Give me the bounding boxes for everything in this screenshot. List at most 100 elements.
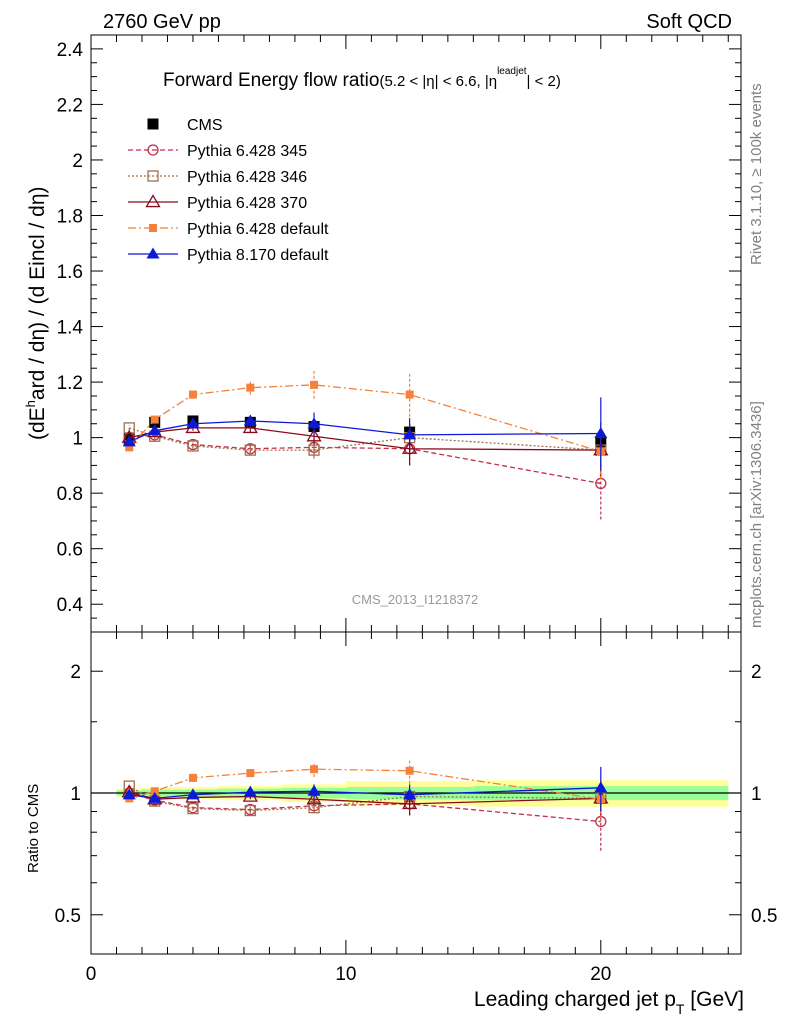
data-point [308, 444, 320, 456]
main-ylabel-a: (dE [26, 407, 49, 440]
legend-marker [147, 118, 159, 130]
main-plot-area [121, 370, 609, 520]
legend-marker [145, 194, 161, 208]
y-tick-label: 2.2 [57, 95, 83, 116]
ratio-data-point [122, 788, 136, 800]
ratio-ticks: 0 10 20 0.5 0.5 1 1 2 2 [55, 632, 777, 985]
legend-entry: Pythia 8.170 default [128, 247, 329, 264]
x-tick-label: 10 [335, 964, 356, 985]
x-axis-label: Leading charged jet pT [GeV] [474, 988, 744, 1017]
data-point [310, 380, 319, 389]
series-5 [122, 397, 608, 470]
data-point [403, 428, 417, 440]
y-tick-label: 2.4 [57, 40, 84, 61]
main-ylabel-c: incl / dη) [26, 186, 49, 265]
main-title: Forward Energy flow ratio(5.2 < |η| < 6.… [163, 66, 561, 91]
legend: CMS Pythia 6.428 345 Pythia 6.428 346 Pythi… [128, 117, 329, 264]
legend-label: Pythia 6.428 default [187, 221, 329, 238]
main-title-cut: (5.2 < |η| < 6.6, |η [379, 73, 497, 90]
ratio-data-point [306, 791, 322, 805]
legend-label: Pythia 6.428 346 [187, 169, 307, 186]
rivet-label: Rivet 3.1.10, ≥ 100k events [748, 83, 765, 265]
ratio-data-point [244, 804, 256, 817]
ratio-data-point [310, 765, 319, 774]
main-ylabel-sup: h [23, 400, 38, 407]
legend-marker [147, 144, 159, 156]
mcplots-label: mcplots.cern.ch [arXiv:1306.3436] [748, 401, 765, 628]
data-point [307, 417, 321, 429]
data-point [594, 426, 608, 439]
legend-label: Pythia 8.170 default [187, 247, 329, 264]
ratio-series-4 [122, 766, 608, 812]
data-point [186, 417, 200, 429]
ratio-data-point [594, 781, 608, 793]
legend-label: CMS [187, 117, 223, 134]
legend-marker [147, 170, 159, 182]
main-panel: 0.4 0.6 0.8 1 1.2 1.4 1.6 1.8 2 2.2 2.4 Forward En… [23, 34, 742, 633]
legend-marker [146, 247, 160, 259]
x-axis-label-text: Leading charged jet p [474, 988, 676, 1011]
data-point [306, 428, 322, 442]
x-tick-label: 20 [590, 964, 611, 985]
main-title-cut-sup: leadjet [497, 66, 527, 77]
x-axis-label-sub: T [676, 1001, 685, 1017]
ratio-data-point [188, 773, 197, 782]
data-point [244, 444, 256, 456]
data-point [243, 414, 257, 426]
y-tick-label: 1.6 [57, 262, 83, 283]
y-tick-label: 0.5 [55, 906, 81, 927]
data-point [405, 390, 414, 399]
ratio-data-point [186, 788, 200, 800]
main-title-cut-end: | < 2) [527, 73, 561, 90]
ratio-plot-area [91, 758, 741, 851]
y-tick-label: 1.8 [57, 206, 83, 227]
y-tick-label: 0.4 [57, 595, 84, 616]
y-tick-label: 0.6 [57, 540, 83, 561]
y-tick-label: 1.2 [57, 373, 83, 394]
ratio-data-point [148, 791, 162, 803]
y-tick-label: 0.8 [57, 484, 83, 505]
series-line-4 [128, 384, 601, 453]
ratio-ylabel: Ratio to CMS [25, 784, 42, 873]
ratio-data-point [150, 787, 159, 796]
y-tick-label: 2 [70, 662, 81, 683]
main-title-text: Forward Energy flow ratio [163, 70, 379, 91]
ratio-data-point [405, 766, 414, 775]
data-point [122, 435, 136, 447]
legend-marker [149, 224, 157, 232]
series-line-1 [129, 434, 601, 485]
data-point [401, 440, 418, 454]
ratio-data-point [187, 802, 199, 815]
ratio-panel: 0 10 20 0.5 0.5 1 1 2 2 Ratio to CMS [25, 631, 777, 985]
main-watermark: CMS_2013_I1218372 [352, 592, 479, 607]
ratio-data-point [403, 788, 417, 800]
x-tick-label: 0 [86, 964, 97, 985]
y-tick-label: 1.4 [57, 318, 84, 339]
y-tick-label: 1 [72, 429, 83, 450]
main-ylabel-b: ard / dη) / (d E [26, 266, 49, 400]
series-line-2 [129, 427, 601, 451]
main-ticks: 0.4 0.6 0.8 1 1.2 1.4 1.6 1.8 2 2.2 2.4 [57, 34, 741, 633]
data-point [187, 440, 199, 452]
y-tick-label-right: 0.5 [751, 906, 777, 927]
ratio-data-point [307, 784, 321, 796]
series-line-5 [128, 420, 601, 443]
legend-entry: Pythia 6.428 default [128, 221, 329, 238]
data-point [242, 420, 258, 434]
x-axis-label-unit: [GeV] [684, 988, 744, 1011]
legend-entry: Pythia 6.428 345 [128, 143, 307, 160]
legend-label: Pythia 6.428 370 [187, 195, 307, 212]
data-point [125, 443, 134, 452]
main-ylabel: (dEhard / dη) / (d Eincl / dη) [23, 186, 49, 440]
data-point [150, 415, 159, 424]
data-point [123, 422, 135, 434]
ratio-data-point [243, 785, 257, 797]
y-tick-label-right: 2 [751, 662, 762, 683]
header-right: Soft QCD [646, 11, 732, 33]
legend-entry: Pythia 6.428 346 [128, 169, 307, 186]
ratio-data-point [246, 769, 255, 778]
legend-entry: Pythia 6.428 370 [128, 194, 307, 212]
data-point [148, 424, 162, 436]
data-point [188, 390, 197, 399]
